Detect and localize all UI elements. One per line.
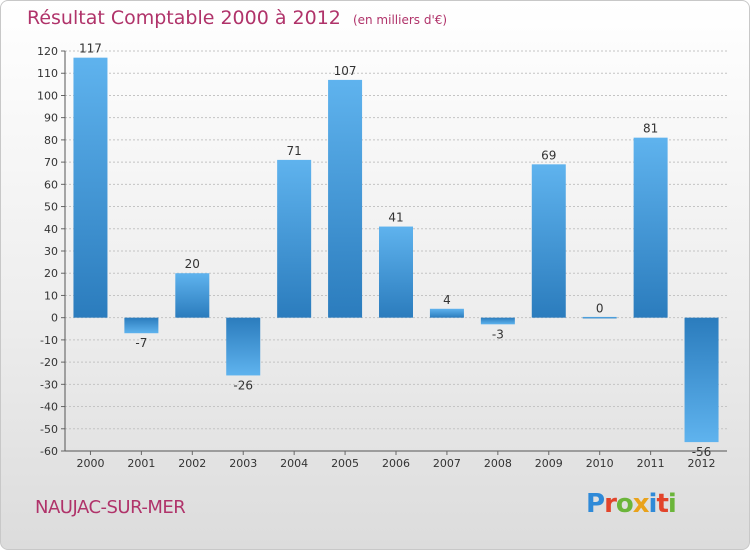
data-label-2006: 41 <box>388 211 403 225</box>
bar-2001 <box>124 317 159 334</box>
bar-2009 <box>531 164 566 318</box>
x-tick-label: 2012 <box>688 457 716 470</box>
data-label-2009: 69 <box>541 148 556 162</box>
logo-letter: r <box>604 489 617 519</box>
logo-letter: i <box>648 489 658 519</box>
data-label-2010: 0 <box>596 302 604 316</box>
x-tick-label: 2000 <box>76 457 104 470</box>
chart-title: Résultat Comptable 2000 à 2012 (en milli… <box>27 7 447 29</box>
bar-2007 <box>429 308 464 318</box>
y-tick-label: 80 <box>44 134 58 147</box>
data-label-2004: 71 <box>287 144 302 158</box>
logo-letter: t <box>656 489 668 519</box>
x-tick-label: 2007 <box>433 457 461 470</box>
x-tick-label: 2004 <box>280 457 308 470</box>
bar-2003 <box>226 317 261 376</box>
logo-letter: o <box>615 489 634 519</box>
x-tick-label: 2002 <box>178 457 206 470</box>
y-tick-label: -50 <box>40 423 58 436</box>
chart-title-text: Résultat Comptable 2000 à 2012 <box>27 7 341 29</box>
y-tick-label: 0 <box>51 312 58 325</box>
logo-letter: i <box>667 489 677 519</box>
data-label-2003: -26 <box>233 378 253 392</box>
x-tick-label: 2010 <box>586 457 614 470</box>
data-label-2000: 117 <box>79 42 102 56</box>
bar-2006 <box>379 226 413 318</box>
y-tick-label: -10 <box>40 334 58 347</box>
y-tick-label: 110 <box>37 67 58 80</box>
logo-letter: P <box>586 489 605 519</box>
y-tick-label: 30 <box>44 245 58 258</box>
bar-2011 <box>633 137 668 318</box>
bar-2010 <box>582 316 617 319</box>
y-tick-label: -20 <box>40 356 58 369</box>
y-tick-label: 90 <box>44 112 58 125</box>
bar-2004 <box>277 159 312 318</box>
y-tick-label: 20 <box>44 267 58 280</box>
chart-unit: (en milliers d'€) <box>352 13 448 27</box>
logo-letter: x <box>632 489 650 519</box>
bar-2005 <box>328 79 363 318</box>
y-tick-label: 120 <box>37 45 58 58</box>
proxiti-logo: Proxiti <box>586 489 677 519</box>
x-tick-label: 2005 <box>331 457 359 470</box>
y-tick-label: -40 <box>40 401 58 414</box>
data-label-2002: 20 <box>185 257 200 271</box>
y-tick-label: 10 <box>44 289 58 302</box>
y-tick-label: 60 <box>44 178 58 191</box>
y-tick-label: 40 <box>44 223 58 236</box>
data-label-2001: -7 <box>135 336 147 350</box>
y-tick-label: 70 <box>44 156 58 169</box>
data-label-2011: 81 <box>643 122 658 136</box>
y-tick-label: 100 <box>37 89 58 102</box>
data-label-2008: -3 <box>492 327 504 341</box>
bar-2012 <box>684 317 719 443</box>
data-label-2005: 107 <box>334 64 357 78</box>
data-label-2007: 4 <box>443 293 451 307</box>
x-tick-label: 2006 <box>382 457 410 470</box>
y-tick-label: -60 <box>40 445 58 458</box>
x-tick-label: 2009 <box>535 457 563 470</box>
bar-2008 <box>480 317 515 325</box>
x-tick-label: 2008 <box>484 457 512 470</box>
x-tick-label: 2011 <box>637 457 665 470</box>
y-tick-label: 50 <box>44 201 58 214</box>
y-tick-label: -30 <box>40 378 58 391</box>
bar-2000 <box>73 57 108 318</box>
x-tick-label: 2003 <box>229 457 257 470</box>
bar-2002 <box>175 273 210 318</box>
commune-name: NAUJAC-SUR-MER <box>35 497 186 518</box>
x-tick-label: 2001 <box>127 457 155 470</box>
